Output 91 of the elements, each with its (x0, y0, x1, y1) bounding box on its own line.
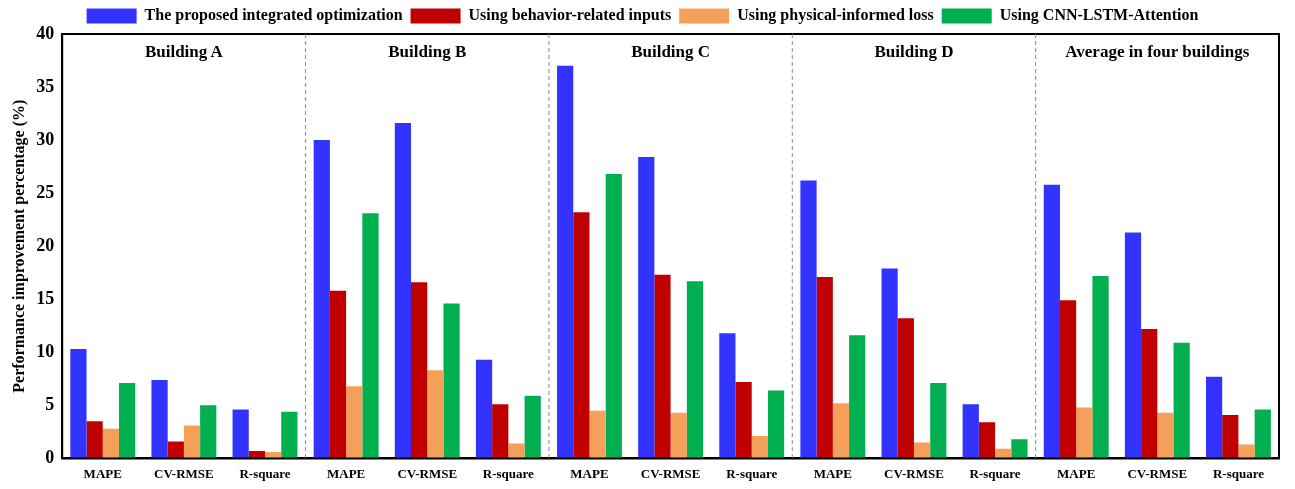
bar (1238, 444, 1255, 459)
bar (978, 422, 996, 459)
x-tick-label: MAPE (570, 465, 609, 481)
bar (346, 386, 363, 459)
legend-label: Using behavior-related inputs (468, 6, 672, 25)
bar (589, 410, 606, 459)
bar (654, 274, 671, 459)
bar (1092, 275, 1109, 459)
bar (1043, 184, 1060, 459)
bar (492, 404, 509, 459)
bar (475, 359, 493, 459)
bar (913, 442, 931, 459)
y-tick-label: 40 (36, 22, 55, 43)
bar (167, 441, 184, 459)
legend-label: The proposed integrated optimization (144, 6, 403, 25)
bar (313, 140, 330, 459)
bar (1222, 414, 1239, 459)
x-tick-label: R-square (239, 465, 291, 481)
bar (362, 213, 379, 459)
x-tick-label: R-square (726, 465, 778, 481)
x-tick-label: R-square (1212, 465, 1265, 481)
bar (1157, 412, 1174, 459)
x-tick-label: CV-RMSE (884, 465, 944, 481)
bar (735, 382, 752, 459)
bar (1173, 342, 1190, 459)
bar (605, 174, 622, 459)
bar (427, 370, 444, 459)
x-tick-label: CV-RMSE (1127, 465, 1188, 481)
legend-label: Using CNN-LSTM-Attention (999, 6, 1199, 25)
x-tick-label: MAPE (326, 465, 366, 481)
x-tick-label: CV-RMSE (640, 465, 701, 481)
bar (930, 383, 947, 459)
bar (1076, 407, 1093, 459)
bar (1141, 328, 1158, 459)
bar (638, 157, 655, 459)
bar (1059, 300, 1077, 459)
annotation: Building D (874, 41, 954, 61)
legend-label: Using physical-informed loss (737, 6, 934, 25)
annotation: Building C (631, 41, 711, 61)
bar (1124, 232, 1142, 459)
bar (816, 276, 833, 459)
bar (767, 390, 785, 459)
bar (1011, 439, 1028, 459)
x-tick-label: CV-RMSE (397, 465, 458, 481)
bar (897, 318, 914, 459)
bar (719, 333, 736, 459)
bar (524, 395, 541, 459)
y-axis-title: Performance improvement percentage (%) (9, 99, 28, 393)
bar (200, 405, 217, 459)
bar (70, 349, 87, 459)
bar (102, 428, 119, 459)
y-tick-label: 5 (45, 394, 55, 415)
bar (508, 443, 525, 459)
bar (232, 409, 249, 459)
y-tick-label: 20 (36, 234, 55, 255)
bar (686, 281, 704, 459)
x-tick-label: MAPE (83, 465, 122, 481)
y-tick-label: 0 (45, 447, 55, 468)
bar (751, 436, 768, 459)
x-tick-label: R-square (482, 465, 535, 481)
bar (394, 123, 412, 459)
bar (183, 425, 201, 459)
bar (1254, 409, 1271, 459)
y-tick-label: 30 (36, 128, 55, 149)
y-tick-label: 15 (36, 287, 55, 308)
annotation: Building B (388, 41, 467, 61)
x-tick-label: CV-RMSE (154, 465, 214, 481)
bar (670, 412, 687, 459)
bar (557, 65, 574, 459)
annotation: Building A (144, 41, 224, 61)
bar (573, 212, 590, 459)
bar (962, 404, 979, 459)
bar (118, 383, 136, 459)
bar (800, 180, 817, 459)
bar (849, 335, 866, 459)
annotation: Average in four buildings (1065, 41, 1250, 61)
y-tick-label: 25 (36, 181, 55, 202)
y-tick-label: 10 (36, 340, 55, 361)
bar (832, 403, 850, 459)
y-tick-label: 35 (36, 75, 55, 96)
bar (151, 379, 168, 459)
x-tick-label: MAPE (813, 465, 852, 481)
bar (281, 411, 298, 459)
x-tick-label: MAPE (1057, 465, 1096, 481)
bar (86, 421, 103, 459)
bar (329, 290, 347, 459)
bar (881, 268, 898, 459)
x-tick-label: R-square (969, 465, 1021, 481)
bar (443, 303, 460, 459)
bar (411, 282, 428, 459)
bar (1205, 376, 1223, 459)
